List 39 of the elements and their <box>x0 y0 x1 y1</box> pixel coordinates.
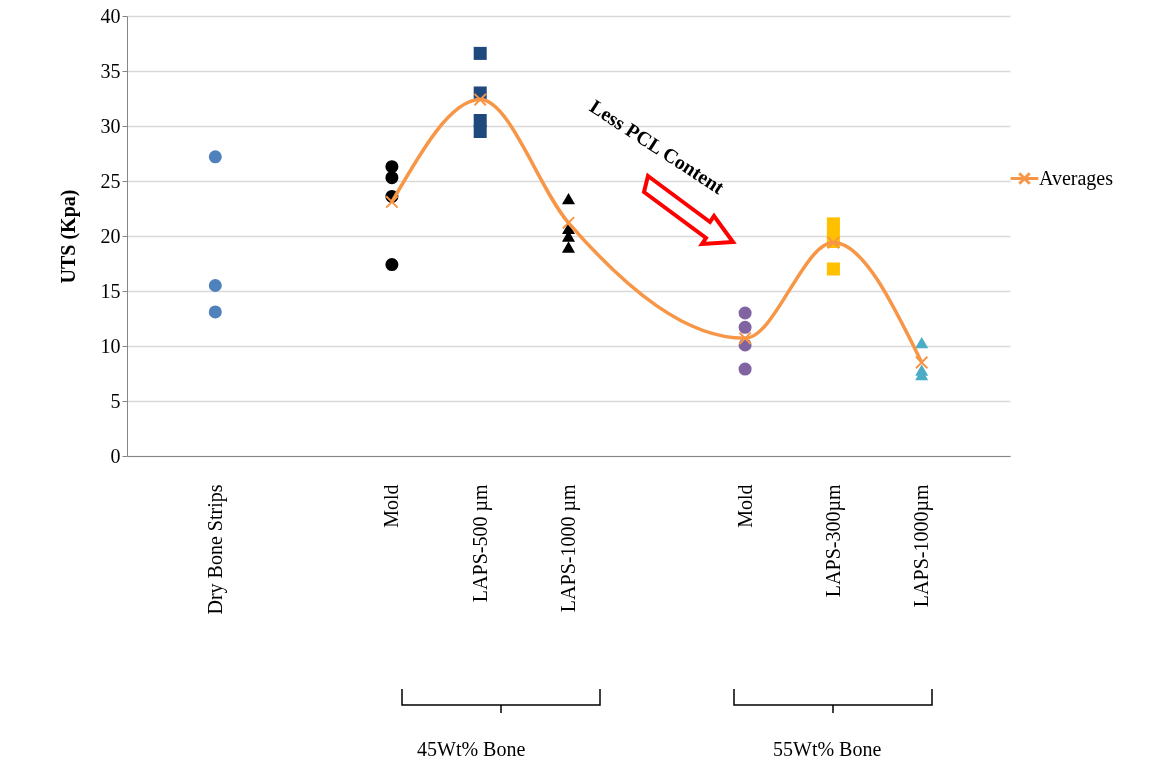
point <box>561 241 576 253</box>
point <box>738 362 752 376</box>
y-tick-label: 5 <box>110 389 121 412</box>
point <box>738 331 752 345</box>
x-tick-label: LAPS-1000 µm <box>557 484 580 613</box>
y-tick-label: 35 <box>100 59 121 82</box>
point <box>738 306 752 320</box>
legend-label: Averages <box>1039 166 1114 190</box>
point <box>561 192 576 205</box>
point <box>473 124 487 139</box>
y-axis-title: UTS (Kpa) <box>56 189 80 284</box>
x-tick-label: Mold <box>380 484 403 528</box>
point <box>915 337 929 349</box>
point <box>208 150 222 164</box>
point <box>208 278 222 293</box>
point <box>208 305 222 319</box>
point <box>385 258 399 272</box>
x-tick-label: LAPS-300µm <box>821 484 845 598</box>
x-tick-label: LAPS-500 µm <box>468 484 492 603</box>
point <box>473 92 487 107</box>
y-tick-label: 15 <box>100 279 121 302</box>
point <box>738 320 752 334</box>
point <box>385 195 399 209</box>
y-tick-label: 20 <box>100 224 121 247</box>
x-tick-label: Dry Bone Strips <box>203 484 227 615</box>
point <box>473 46 487 60</box>
point <box>915 355 929 370</box>
text: 55Wt% Bone <box>773 738 882 761</box>
y-tick-label: 25 <box>100 169 121 192</box>
point <box>826 262 840 276</box>
y-tick-label: 30 <box>100 114 121 137</box>
y-tick-label: 10 <box>100 334 121 357</box>
point <box>385 160 399 174</box>
y-tick-label: 40 <box>100 4 121 27</box>
x-tick-label: LAPS-1000µm <box>910 484 934 608</box>
x-tick-label: Mold <box>733 484 756 528</box>
point <box>385 171 399 185</box>
y-tick-label: 0 <box>110 444 121 467</box>
text: 45Wt% Bone <box>417 738 526 761</box>
